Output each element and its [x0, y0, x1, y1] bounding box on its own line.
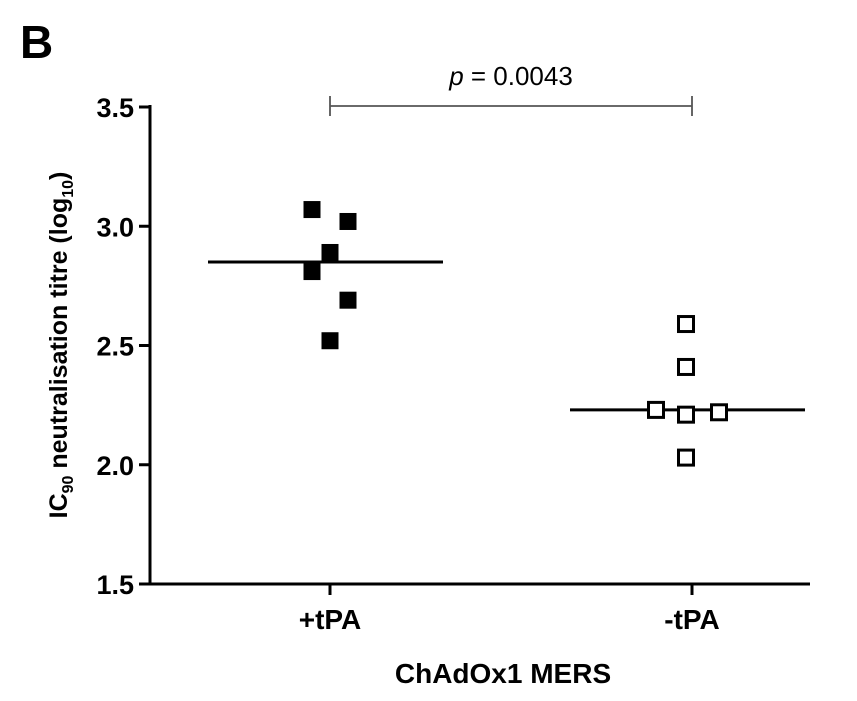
data-point	[677, 357, 695, 376]
y-tick-label: 3.5	[96, 93, 134, 123]
data-marks	[208, 201, 805, 467]
data-point	[321, 332, 339, 350]
y-axis-title-prefix: IC	[45, 493, 73, 518]
data-point	[710, 403, 728, 422]
y-axis-title-suffix: )	[45, 172, 73, 180]
panel-label: B	[20, 16, 53, 68]
axes: 1.5 2.0 2.5 3.0 3.5 +tPA -tPA	[96, 93, 810, 635]
data-point	[677, 315, 695, 334]
y-tick-label: 2.0	[96, 451, 134, 481]
y-tick-label: 3.0	[96, 212, 134, 242]
y-tick-label: 2.5	[96, 332, 134, 362]
data-point	[339, 212, 357, 230]
data-point	[677, 448, 695, 467]
significance-annotation: p = 0.0043	[329, 61, 693, 116]
y-axis-title-subscript-2: 10	[60, 180, 77, 198]
p-value-symbol: p	[448, 61, 463, 91]
y-tick-label: 1.5	[96, 570, 134, 600]
x-axis-title: ChAdOx1 MERS	[395, 658, 611, 689]
y-axis-title-middle: neutralisation titre (log	[45, 198, 73, 476]
data-point	[677, 405, 695, 424]
p-value-text: = 0.0043	[464, 61, 573, 91]
data-point	[647, 400, 665, 419]
data-point	[321, 243, 339, 261]
y-axis-title-subscript-1: 90	[60, 475, 77, 493]
data-point	[339, 291, 357, 309]
x-tick-label: -tPA	[664, 604, 719, 635]
p-value-label: p = 0.0043	[448, 61, 573, 91]
data-point	[303, 263, 321, 281]
data-point	[303, 201, 321, 219]
y-axis-title: IC90 neutralisation titre (log10)	[45, 172, 77, 519]
x-tick-label: +tPA	[299, 604, 362, 635]
